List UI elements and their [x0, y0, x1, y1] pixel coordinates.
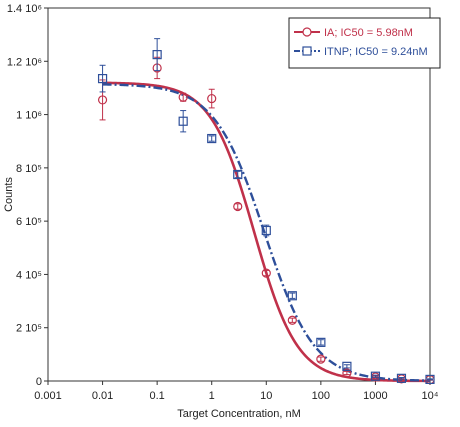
data-point-itnp: [370, 371, 381, 381]
y-tick-label: 8 10⁵: [16, 163, 42, 175]
data-point-ia: [342, 368, 352, 378]
fit-curve-itnp: [102, 83, 431, 382]
legend-square-marker: [302, 46, 312, 56]
data-point-ia: [207, 93, 217, 104]
data-point-itnp: [396, 373, 407, 383]
y-axis-title: Counts: [3, 177, 15, 212]
legend-label: ITNP; IC50 = 9.24nM: [324, 46, 428, 58]
y-tick-label: 6 10⁵: [16, 216, 42, 228]
x-tick-label: 10: [260, 390, 272, 402]
data-point-itnp: [233, 169, 243, 180]
x-tick-label: 0.01: [92, 390, 113, 402]
data-point-ia: [97, 95, 108, 105]
data-point-itnp: [342, 361, 352, 371]
x-tick-label: 1: [209, 390, 215, 402]
y-tick-label: 1.2 10⁶: [7, 56, 42, 68]
data-point-itnp: [97, 74, 108, 84]
x-tick-label: 10⁴: [422, 390, 439, 402]
legend-label: IA; IC50 = 5.98nM: [324, 27, 413, 39]
legend-box: [288, 17, 441, 69]
axes: 0.001 0.01 0.1 1 10 100 1000 10⁴ 0 2 10⁵ 4 10⁵ 6 10…: [7, 3, 439, 402]
data-point-itnp: [425, 374, 435, 385]
x-tick-label: 0.1: [149, 390, 164, 402]
x-tick-label: 100: [312, 390, 330, 402]
data-point-ia: [233, 201, 243, 212]
data-point-itnp: [207, 133, 217, 144]
data-point-itnp: [287, 291, 297, 301]
data-point-itnp: [261, 225, 271, 236]
data-point-ia: [316, 354, 326, 364]
x-tick-label: 0.001: [34, 390, 62, 402]
data-point-ia: [178, 92, 188, 102]
y-tick-label: 2 10⁵: [16, 323, 42, 335]
y-tick-label: 1 10⁶: [16, 110, 42, 122]
data-point-itnp: [178, 116, 188, 126]
legend-circle-marker: [302, 27, 312, 37]
x-tick-label: 1000: [363, 390, 387, 402]
x-axis-title: Target Concentration, nM: [177, 408, 301, 420]
y-tick-label: 4 10⁵: [16, 269, 42, 281]
data-point-ia: [287, 315, 297, 325]
plot-frame: [47, 7, 431, 382]
y-tick-label: 1.4 10⁶: [7, 3, 42, 15]
data-point-itnp: [316, 337, 326, 347]
data-point-itnp: [152, 50, 162, 60]
y-tick-label: 0: [36, 376, 42, 388]
legend: IA; IC50 = 5.98nM ITNP; IC50 = 9.24nM: [288, 17, 441, 69]
data-point-ia: [261, 268, 271, 278]
data-points: [97, 38, 435, 385]
